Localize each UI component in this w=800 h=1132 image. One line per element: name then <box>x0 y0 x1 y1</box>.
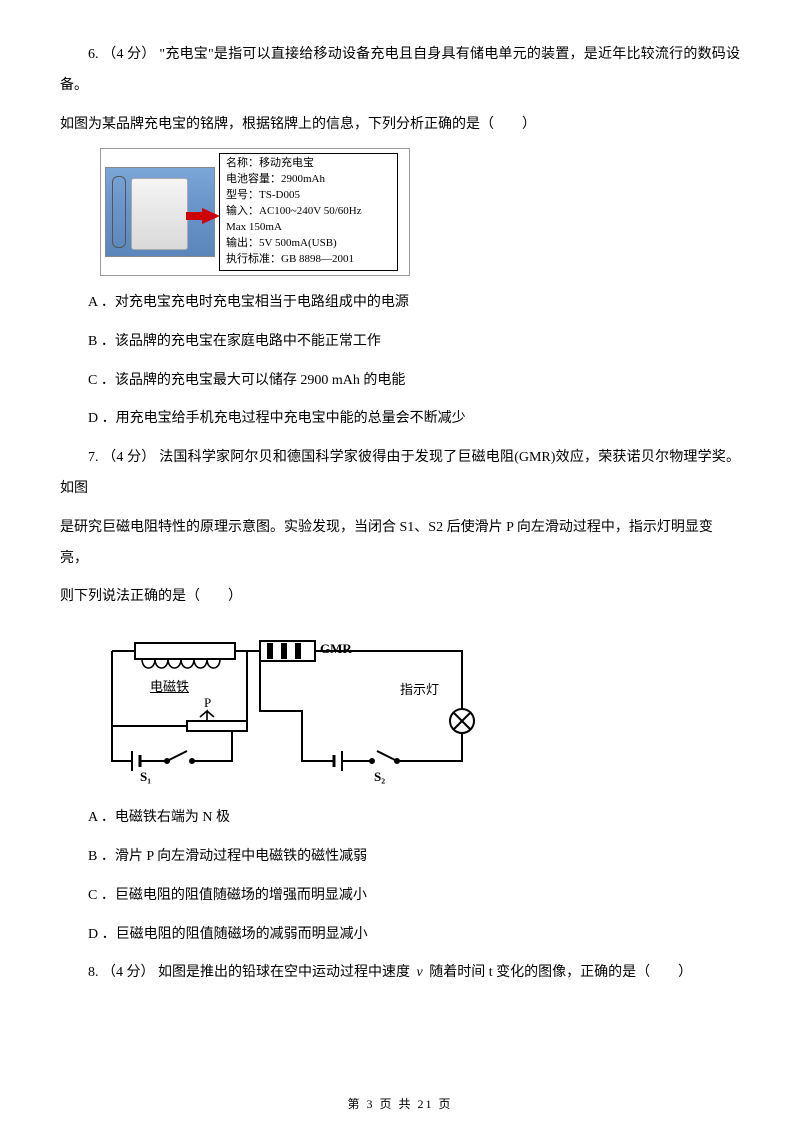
arrow-icon <box>202 208 220 224</box>
q7-number: 7. <box>88 450 99 465</box>
s1-label: S₁ <box>140 769 151 785</box>
q6-opt-d: D ．用充电宝给手机充电过程中充电宝中能的总量会不断减少 <box>60 404 740 435</box>
q6-number: 6. <box>88 47 99 62</box>
gmr-label: GMR <box>320 641 352 657</box>
q6-opt-a: A ．对充电宝充电时充电宝相当于电路组成中的电源 <box>60 288 740 319</box>
slider-p-label: P <box>204 695 211 711</box>
velocity-symbol: v <box>414 965 426 980</box>
nameplate-l5: Max 150mA <box>226 220 391 236</box>
q7-stem-a: 法国科学家阿尔贝和德国科学家彼得由于发现了巨磁电阻(GMR)效应，荣获诺贝尔物理… <box>60 450 740 496</box>
q8-stem: 8. （4 分） 如图是推出的铅球在空中运动过程中速度 v 随着时间 t 变化的… <box>60 958 740 989</box>
q7-points: （4 分） <box>102 450 155 465</box>
electromagnet-label: 电磁铁 <box>150 676 189 695</box>
powerbank-photo <box>105 167 215 257</box>
nameplate-l3: 型号：TS-D005 <box>226 188 391 204</box>
powerbank-device <box>131 178 188 250</box>
nameplate-l2: 电池容量：2900mAh <box>226 172 391 188</box>
q6-stem: 6. （4 分） "充电宝"是指可以直接给移动设备充电且自身具有储电单元的装置，… <box>60 40 740 102</box>
q7-stem-b: 是研究巨磁电阻特性的原理示意图。实验发现，当闭合 S1、S2 后使滑片 P 向左… <box>60 513 740 575</box>
q8-stem-text: 如图是推出的铅球在空中运动过程中速度 <box>158 965 410 980</box>
q8-points: （4 分） <box>102 965 155 980</box>
q6-opt-b: B ．该品牌的充电宝在家庭电路中不能正常工作 <box>60 327 740 358</box>
powerbank-strap <box>112 176 126 248</box>
q7-figure: GMR 指示灯 电磁铁 P S₁ S₂ <box>92 621 492 791</box>
s2-label: S₂ <box>374 769 385 785</box>
q6-stem-a: "充电宝"是指可以直接给移动设备充电且自身具有储电单元的装置，是近年比较流行的数… <box>60 47 740 93</box>
q7-opt-d: D ．巨磁电阻的阻值随磁场的减弱而明显减小 <box>60 920 740 951</box>
page-footer: 第 3 页 共 21 页 <box>0 1095 800 1112</box>
gmr-circuit-svg <box>92 621 492 791</box>
q7-opt-c: C ．巨磁电阻的阻值随磁场的增强而明显减小 <box>60 881 740 912</box>
q6-stem-b: 如图为某品牌充电宝的铭牌，根据铭牌上的信息，下列分析正确的是（ ） <box>60 110 740 141</box>
q8-number: 8. <box>88 965 99 980</box>
q7-stem-c: 则下列说法正确的是（ ） <box>60 582 740 613</box>
q6-points: （4 分） <box>102 47 155 62</box>
nameplate-l4: 输入：AC100~240V 50/60Hz <box>226 204 391 220</box>
q7-stem: 7. （4 分） 法国科学家阿尔贝和德国科学家彼得由于发现了巨磁电阻(GMR)效… <box>60 443 740 505</box>
nameplate-box: 名称：移动充电宝 电池容量：2900mAh 型号：TS-D005 输入：AC10… <box>219 153 398 271</box>
q6-figure: 名称：移动充电宝 电池容量：2900mAh 型号：TS-D005 输入：AC10… <box>100 148 740 276</box>
powerbank-figure: 名称：移动充电宝 电池容量：2900mAh 型号：TS-D005 输入：AC10… <box>100 148 410 276</box>
nameplate-l7: 执行标准：GB 8898—2001 <box>226 252 391 268</box>
nameplate-l1: 名称：移动充电宝 <box>226 156 391 172</box>
q8-stem-tail: 随着时间 t 变化的图像，正确的是（ ） <box>429 965 692 980</box>
nameplate-l6: 输出：5V 500mA(USB) <box>226 236 391 252</box>
q7-opt-a: A ．电磁铁右端为 N 极 <box>60 803 740 834</box>
lamp-label: 指示灯 <box>400 679 439 698</box>
q7-opt-b: B ．滑片 P 向左滑动过程中电磁铁的磁性减弱 <box>60 842 740 873</box>
q6-opt-c: C ．该品牌的充电宝最大可以储存 2900 mAh 的电能 <box>60 366 740 397</box>
